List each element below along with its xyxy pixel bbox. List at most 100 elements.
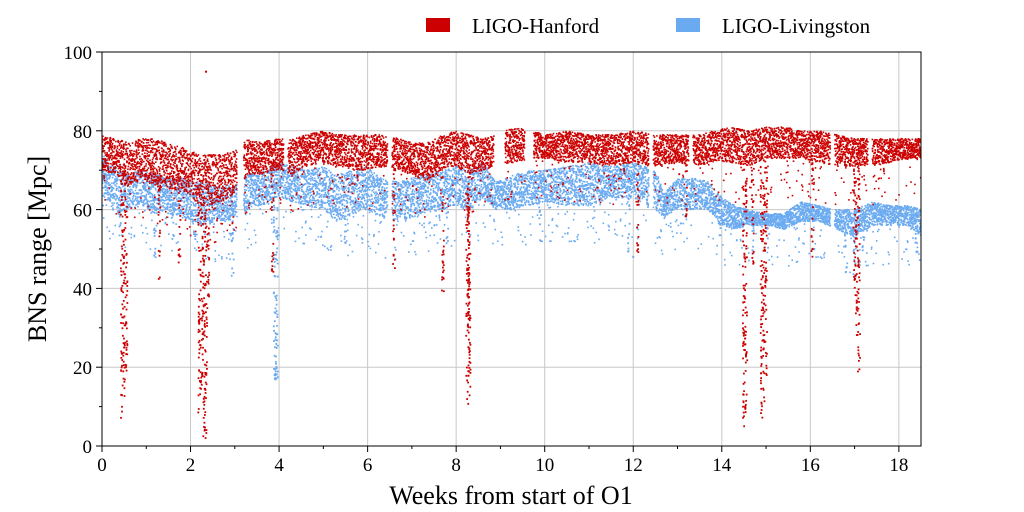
data-point	[169, 199, 172, 202]
data-point	[120, 171, 123, 174]
data-point	[273, 187, 275, 190]
data-point	[147, 193, 150, 195]
data-point	[185, 197, 188, 200]
data-point	[322, 244, 324, 247]
data-point	[277, 182, 279, 184]
data-point	[169, 178, 172, 180]
data-point	[463, 196, 465, 198]
data-point	[490, 180, 492, 182]
data-point	[116, 206, 118, 209]
data-point	[109, 175, 111, 178]
data-point	[200, 221, 202, 224]
data-point	[135, 200, 138, 202]
data-point	[362, 204, 365, 206]
data-point	[289, 183, 292, 185]
data-point	[223, 201, 226, 204]
data-point	[284, 197, 287, 199]
data-point	[461, 233, 463, 236]
data-point	[482, 175, 484, 178]
data-point	[257, 195, 260, 198]
data-point	[250, 202, 253, 205]
data-point	[268, 191, 270, 193]
data-point	[371, 204, 374, 207]
data-point	[310, 194, 313, 196]
data-point	[150, 192, 153, 195]
data-point	[107, 186, 109, 189]
data-point	[280, 181, 282, 184]
data-point	[489, 191, 491, 194]
data-point	[439, 238, 442, 240]
data-point	[162, 205, 164, 207]
data-point	[113, 173, 116, 175]
data-point	[382, 189, 384, 192]
data-point	[324, 176, 327, 179]
data-point	[494, 196, 497, 199]
data-point	[326, 208, 329, 211]
data-point	[265, 198, 268, 201]
data-point	[333, 213, 335, 216]
data-point	[337, 193, 339, 196]
data-point	[471, 205, 474, 208]
data-point	[115, 194, 117, 196]
data-point	[236, 215, 238, 218]
data-point	[407, 212, 409, 214]
data-point	[477, 198, 479, 201]
data-point	[263, 176, 266, 179]
data-point	[493, 194, 495, 197]
data-point	[404, 209, 406, 212]
data-point	[348, 214, 351, 217]
data-point	[143, 210, 146, 212]
data-point	[205, 196, 208, 199]
data-point	[195, 187, 198, 189]
data-point	[150, 182, 153, 185]
data-point	[451, 187, 453, 190]
data-point	[368, 177, 370, 179]
data-point	[260, 173, 262, 175]
data-point	[429, 192, 432, 194]
data-point	[394, 193, 396, 195]
data-point	[347, 186, 350, 189]
data-point	[331, 204, 334, 207]
data-point	[411, 190, 414, 193]
data-point	[166, 192, 169, 194]
data-point	[229, 258, 231, 260]
data-point	[310, 215, 313, 218]
data-point	[439, 204, 442, 207]
data-point	[427, 250, 430, 252]
data-point	[299, 187, 301, 189]
data-point	[421, 199, 424, 202]
data-point	[182, 194, 185, 196]
data-point	[493, 218, 495, 221]
data-point	[244, 206, 246, 208]
data-point	[477, 234, 479, 237]
data-point	[187, 197, 190, 200]
data-point	[482, 222, 485, 224]
data-point	[435, 175, 438, 178]
data-point	[293, 172, 296, 175]
data-point	[115, 198, 117, 201]
data-point	[293, 189, 295, 191]
data-point	[295, 187, 297, 190]
data-point	[448, 182, 450, 185]
data-point	[122, 199, 124, 201]
data-point	[119, 200, 122, 203]
data-point	[263, 203, 265, 206]
data-point	[285, 165, 287, 168]
data-point	[435, 224, 438, 226]
data-point	[470, 185, 472, 188]
data-point	[311, 177, 314, 179]
data-point	[145, 195, 148, 197]
data-point	[162, 193, 165, 195]
data-point	[198, 217, 200, 220]
data-point	[326, 247, 329, 250]
data-point	[107, 193, 110, 196]
data-point	[187, 203, 190, 205]
data-point	[119, 190, 122, 193]
data-point	[294, 183, 296, 186]
data-point	[173, 203, 176, 206]
data-point	[412, 188, 414, 191]
data-point	[118, 204, 120, 206]
data-point	[458, 188, 461, 191]
data-point	[295, 197, 298, 200]
data-point	[288, 175, 291, 177]
